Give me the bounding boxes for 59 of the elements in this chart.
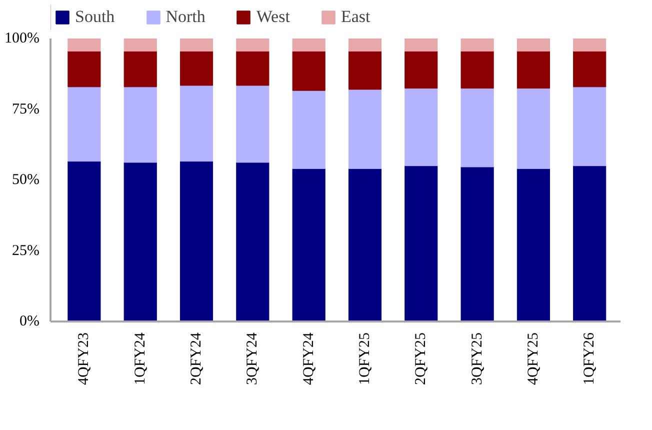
y-tick-label: 0% <box>20 314 40 330</box>
bar <box>573 86 606 166</box>
bar <box>124 50 157 88</box>
y-tick-label: 50% <box>12 172 40 188</box>
bar <box>516 38 550 52</box>
x-tick-label: 3QFY24 <box>244 332 261 386</box>
bar <box>68 86 101 162</box>
bar <box>404 166 438 322</box>
bar <box>516 50 550 89</box>
legend-label: South <box>75 7 115 27</box>
bar <box>236 38 270 52</box>
bar <box>348 38 382 52</box>
x-tick-label: 1QFY24 <box>132 332 148 386</box>
x-tick-label: 3QFY25 <box>469 332 486 386</box>
bar <box>404 50 438 89</box>
y-tick-label: 100% <box>4 30 40 46</box>
bar <box>516 168 550 322</box>
legend-label: East <box>340 7 370 27</box>
bar <box>404 88 438 166</box>
bar <box>236 85 270 163</box>
bar <box>68 161 101 322</box>
bar <box>348 168 382 322</box>
x-tick-label: 1QFY26 <box>582 332 598 386</box>
bar <box>292 168 326 322</box>
x-tick-label: 2QFY25 <box>413 332 430 386</box>
bar <box>573 166 606 322</box>
x-tick-label: 4QFY23 <box>76 332 92 386</box>
bar <box>124 86 157 163</box>
bar <box>180 161 214 322</box>
bar <box>180 38 214 52</box>
bar <box>68 50 101 88</box>
y-tick-label: 75% <box>12 101 40 118</box>
bar <box>292 50 326 91</box>
x-tick-label: 4QFY25 <box>525 332 542 386</box>
y-tick-label: 25% <box>12 242 40 259</box>
bar <box>124 162 157 322</box>
bar <box>348 89 382 169</box>
bar <box>404 38 438 52</box>
legend-label: North <box>166 7 206 27</box>
bar <box>460 38 494 52</box>
bar <box>348 50 382 90</box>
bar <box>516 88 550 169</box>
bar <box>460 166 494 322</box>
bar <box>68 38 101 52</box>
bar <box>124 38 157 52</box>
legend-label: West <box>256 7 290 27</box>
bar <box>573 38 606 52</box>
x-tick-label: 1QFY25 <box>356 332 373 386</box>
bar <box>460 88 494 168</box>
bar <box>573 50 606 88</box>
bar <box>460 50 494 89</box>
bar <box>292 38 326 52</box>
bar <box>180 85 214 162</box>
bar <box>236 50 270 86</box>
x-tick-label: 2QFY24 <box>188 332 205 386</box>
bar <box>180 50 214 86</box>
x-tick-label: 4QFY24 <box>300 332 317 386</box>
bar <box>292 90 326 169</box>
bar <box>236 162 270 322</box>
